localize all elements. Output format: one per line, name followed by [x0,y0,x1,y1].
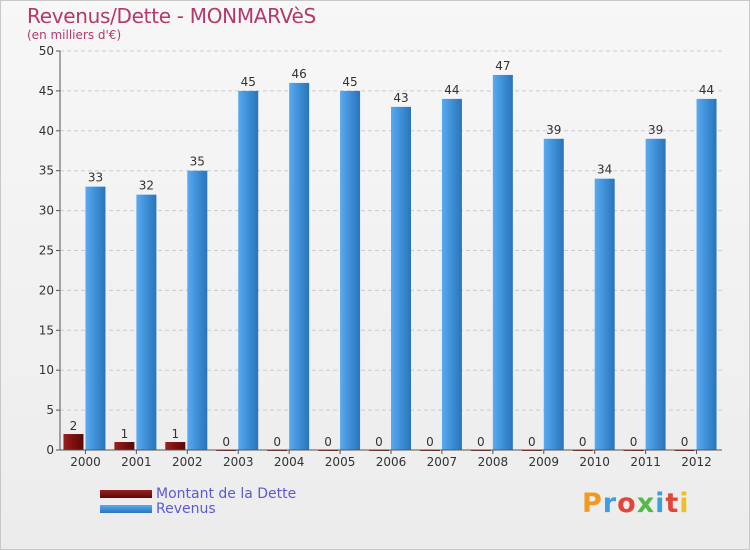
bar-revenue [187,170,208,450]
labels-layer: 2 33 1 32 1 35 0 45 0 46 0 45 0 43 0 44 0 47 0 39 0 34 0 39 0 44 [70,59,715,449]
data-label-revenue: 44 [699,83,714,97]
x-tick-label: 2007 [427,455,458,469]
bar-revenue [696,98,717,450]
bar-debt [165,442,186,450]
data-label-debt: 0 [375,435,383,449]
x-tick-label: 2002 [172,455,203,469]
data-label-revenue: 39 [546,123,561,137]
data-label-revenue: 43 [393,91,408,105]
data-label-revenue: 39 [648,123,663,137]
legend-item-revenue: Revenus [100,501,216,517]
data-label-debt: 0 [324,435,332,449]
bar-revenue [543,138,564,450]
data-label-revenue: 44 [444,83,459,97]
bar-revenue [136,194,157,450]
data-label-revenue: 34 [597,163,612,177]
data-label-revenue: 46 [292,67,307,81]
x-tick-label: 2008 [478,455,509,469]
data-label-revenue: 32 [139,179,154,193]
data-label-revenue: 33 [88,171,103,185]
x-tick-label: 2011 [630,455,661,469]
logo-letter: P [582,488,603,519]
bar-revenue [645,138,666,450]
x-tick-label: 2009 [528,455,559,469]
y-tick-label: 45 [39,84,54,98]
legend-label-debt: Montant de la Dette [156,486,297,502]
data-label-debt: 1 [121,427,129,441]
y-tick-label: 25 [39,244,54,258]
y-tick-label: 30 [39,204,54,218]
y-tick-label: 5 [46,403,54,417]
x-tick-label: 2010 [579,455,610,469]
bar-revenue [238,90,259,451]
logo-letter: x [636,488,656,519]
bar-revenue [391,106,411,451]
legend-swatch-debt [100,490,152,498]
bar-revenue [85,186,106,450]
legend-item-debt: Montant de la Dette [100,486,296,502]
x-tick-label: 2004 [274,455,305,469]
data-label-revenue: 47 [495,59,510,73]
data-label-debt: 2 [70,419,78,433]
chart-title: Revenus/Dette - MONMARVèS [27,4,316,28]
bar-revenue [340,90,361,451]
data-label-debt: 0 [579,435,587,449]
x-tick-label: 2005 [325,455,356,469]
logo-letter: t [665,488,680,519]
x-tick-label: 2000 [70,455,101,469]
y-tick-label: 35 [39,164,54,178]
data-label-debt: 0 [630,435,638,449]
data-label-debt: 0 [528,435,536,449]
y-tick-label: 15 [39,323,54,337]
data-label-debt: 0 [426,435,434,449]
legend-label-revenue: Revenus [156,501,216,517]
data-label-revenue: 45 [342,75,357,89]
y-tick-label: 0 [46,443,54,457]
x-tick-label: 2006 [376,455,407,469]
chart-subtitle: (en milliers d'€) [27,28,122,42]
y-tick-label: 40 [39,124,54,138]
data-label-debt: 1 [171,427,179,441]
logo-letter: o [617,488,637,519]
x-tick-label: 2003 [223,455,254,469]
data-label-revenue: 35 [190,155,205,169]
bar-debt [114,442,135,450]
data-label-debt: 0 [222,435,230,449]
y-tick-label: 50 [39,44,54,58]
data-label-revenue: 45 [241,75,256,89]
bar-debt [63,434,84,450]
data-label-debt: 0 [477,435,485,449]
logo-letter: r [602,488,618,519]
y-tick-label: 10 [39,363,54,377]
logo-letter: i [655,488,666,519]
y-tick-label: 20 [39,283,54,297]
logo-letter: i [679,488,690,519]
bar-revenue [492,74,513,450]
bar-revenue [441,98,462,450]
x-tick-label: 2001 [121,455,152,469]
x-tick-label: 2012 [681,455,712,469]
proxiti-logo: Proxiti [582,488,690,519]
data-label-debt: 0 [681,435,689,449]
bars-layer [63,74,717,451]
legend-swatch-revenue [100,505,152,513]
bar-revenue [594,178,615,450]
data-label-debt: 0 [273,435,281,449]
bar-revenue [289,82,310,451]
